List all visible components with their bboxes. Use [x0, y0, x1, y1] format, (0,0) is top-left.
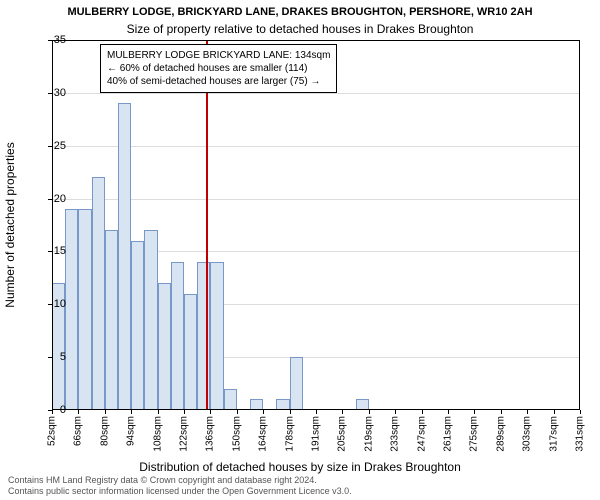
x-tick-label: 275sqm	[469, 416, 480, 452]
y-tick-mark	[48, 251, 52, 252]
x-tick-mark	[474, 410, 475, 414]
info-line-1: MULBERRY LODGE BRICKYARD LANE: 134sqm	[107, 49, 330, 62]
x-tick-mark	[369, 410, 370, 414]
x-tick-label: 108sqm	[152, 416, 163, 452]
plot-area	[52, 40, 580, 410]
x-tick-label: 261sqm	[443, 416, 454, 452]
plot-border	[52, 40, 580, 410]
x-tick-mark	[131, 410, 132, 414]
x-tick-mark	[422, 410, 423, 414]
y-tick-label: 35	[26, 34, 66, 46]
x-tick-label: 317sqm	[548, 416, 559, 452]
x-tick-mark	[158, 410, 159, 414]
x-tick-label: 289sqm	[495, 416, 506, 452]
x-tick-label: 205sqm	[337, 416, 348, 452]
y-tick-label: 0	[26, 404, 66, 416]
x-tick-label: 303sqm	[522, 416, 533, 452]
footer-line-1: Contains HM Land Registry data © Crown c…	[8, 475, 352, 487]
x-tick-mark	[78, 410, 79, 414]
x-tick-label: 80sqm	[99, 416, 110, 446]
info-line-2: ← 60% of detached houses are smaller (11…	[107, 62, 330, 75]
x-tick-label: 122sqm	[179, 416, 190, 452]
x-tick-mark	[448, 410, 449, 414]
x-tick-mark	[316, 410, 317, 414]
chart-title: MULBERRY LODGE, BRICKYARD LANE, DRAKES B…	[67, 6, 532, 18]
x-tick-mark	[527, 410, 528, 414]
y-tick-label: 15	[26, 245, 66, 257]
x-tick-mark	[184, 410, 185, 414]
y-tick-mark	[48, 40, 52, 41]
x-tick-label: 219sqm	[363, 416, 374, 452]
x-tick-mark	[501, 410, 502, 414]
x-tick-label: 52sqm	[47, 416, 58, 446]
chart-container: MULBERRY LODGE, BRICKYARD LANE, DRAKES B…	[0, 0, 600, 500]
x-tick-mark	[105, 410, 106, 414]
x-tick-mark	[52, 410, 53, 414]
y-axis-label: Number of detached properties	[3, 142, 17, 307]
info-box: MULBERRY LODGE BRICKYARD LANE: 134sqm ← …	[100, 44, 337, 93]
y-tick-mark	[48, 146, 52, 147]
y-tick-label: 10	[26, 298, 66, 310]
footer-line-2: Contains public sector information licen…	[8, 486, 352, 498]
x-axis-label: Distribution of detached houses by size …	[139, 460, 461, 474]
x-tick-label: 94sqm	[126, 416, 137, 446]
info-line-3: 40% of semi-detached houses are larger (…	[107, 75, 330, 88]
y-tick-label: 5	[26, 351, 66, 363]
y-tick-mark	[48, 199, 52, 200]
x-tick-label: 164sqm	[258, 416, 269, 452]
y-tick-label: 25	[26, 140, 66, 152]
x-tick-label: 136sqm	[205, 416, 216, 452]
x-tick-mark	[554, 410, 555, 414]
x-tick-mark	[237, 410, 238, 414]
x-tick-label: 247sqm	[416, 416, 427, 452]
y-tick-mark	[48, 304, 52, 305]
x-tick-label: 233sqm	[390, 416, 401, 452]
y-tick-mark	[48, 93, 52, 94]
x-tick-label: 191sqm	[311, 416, 322, 452]
footer: Contains HM Land Registry data © Crown c…	[8, 475, 352, 498]
x-tick-label: 150sqm	[231, 416, 242, 452]
y-tick-mark	[48, 357, 52, 358]
y-tick-label: 20	[26, 193, 66, 205]
x-tick-mark	[342, 410, 343, 414]
x-tick-label: 66sqm	[73, 416, 84, 446]
x-tick-mark	[210, 410, 211, 414]
chart-subtitle: Size of property relative to detached ho…	[127, 22, 474, 36]
x-tick-label: 178sqm	[284, 416, 295, 452]
x-tick-mark	[263, 410, 264, 414]
x-tick-label: 331sqm	[575, 416, 586, 452]
x-tick-mark	[395, 410, 396, 414]
x-tick-mark	[580, 410, 581, 414]
x-tick-mark	[290, 410, 291, 414]
y-tick-label: 30	[26, 87, 66, 99]
